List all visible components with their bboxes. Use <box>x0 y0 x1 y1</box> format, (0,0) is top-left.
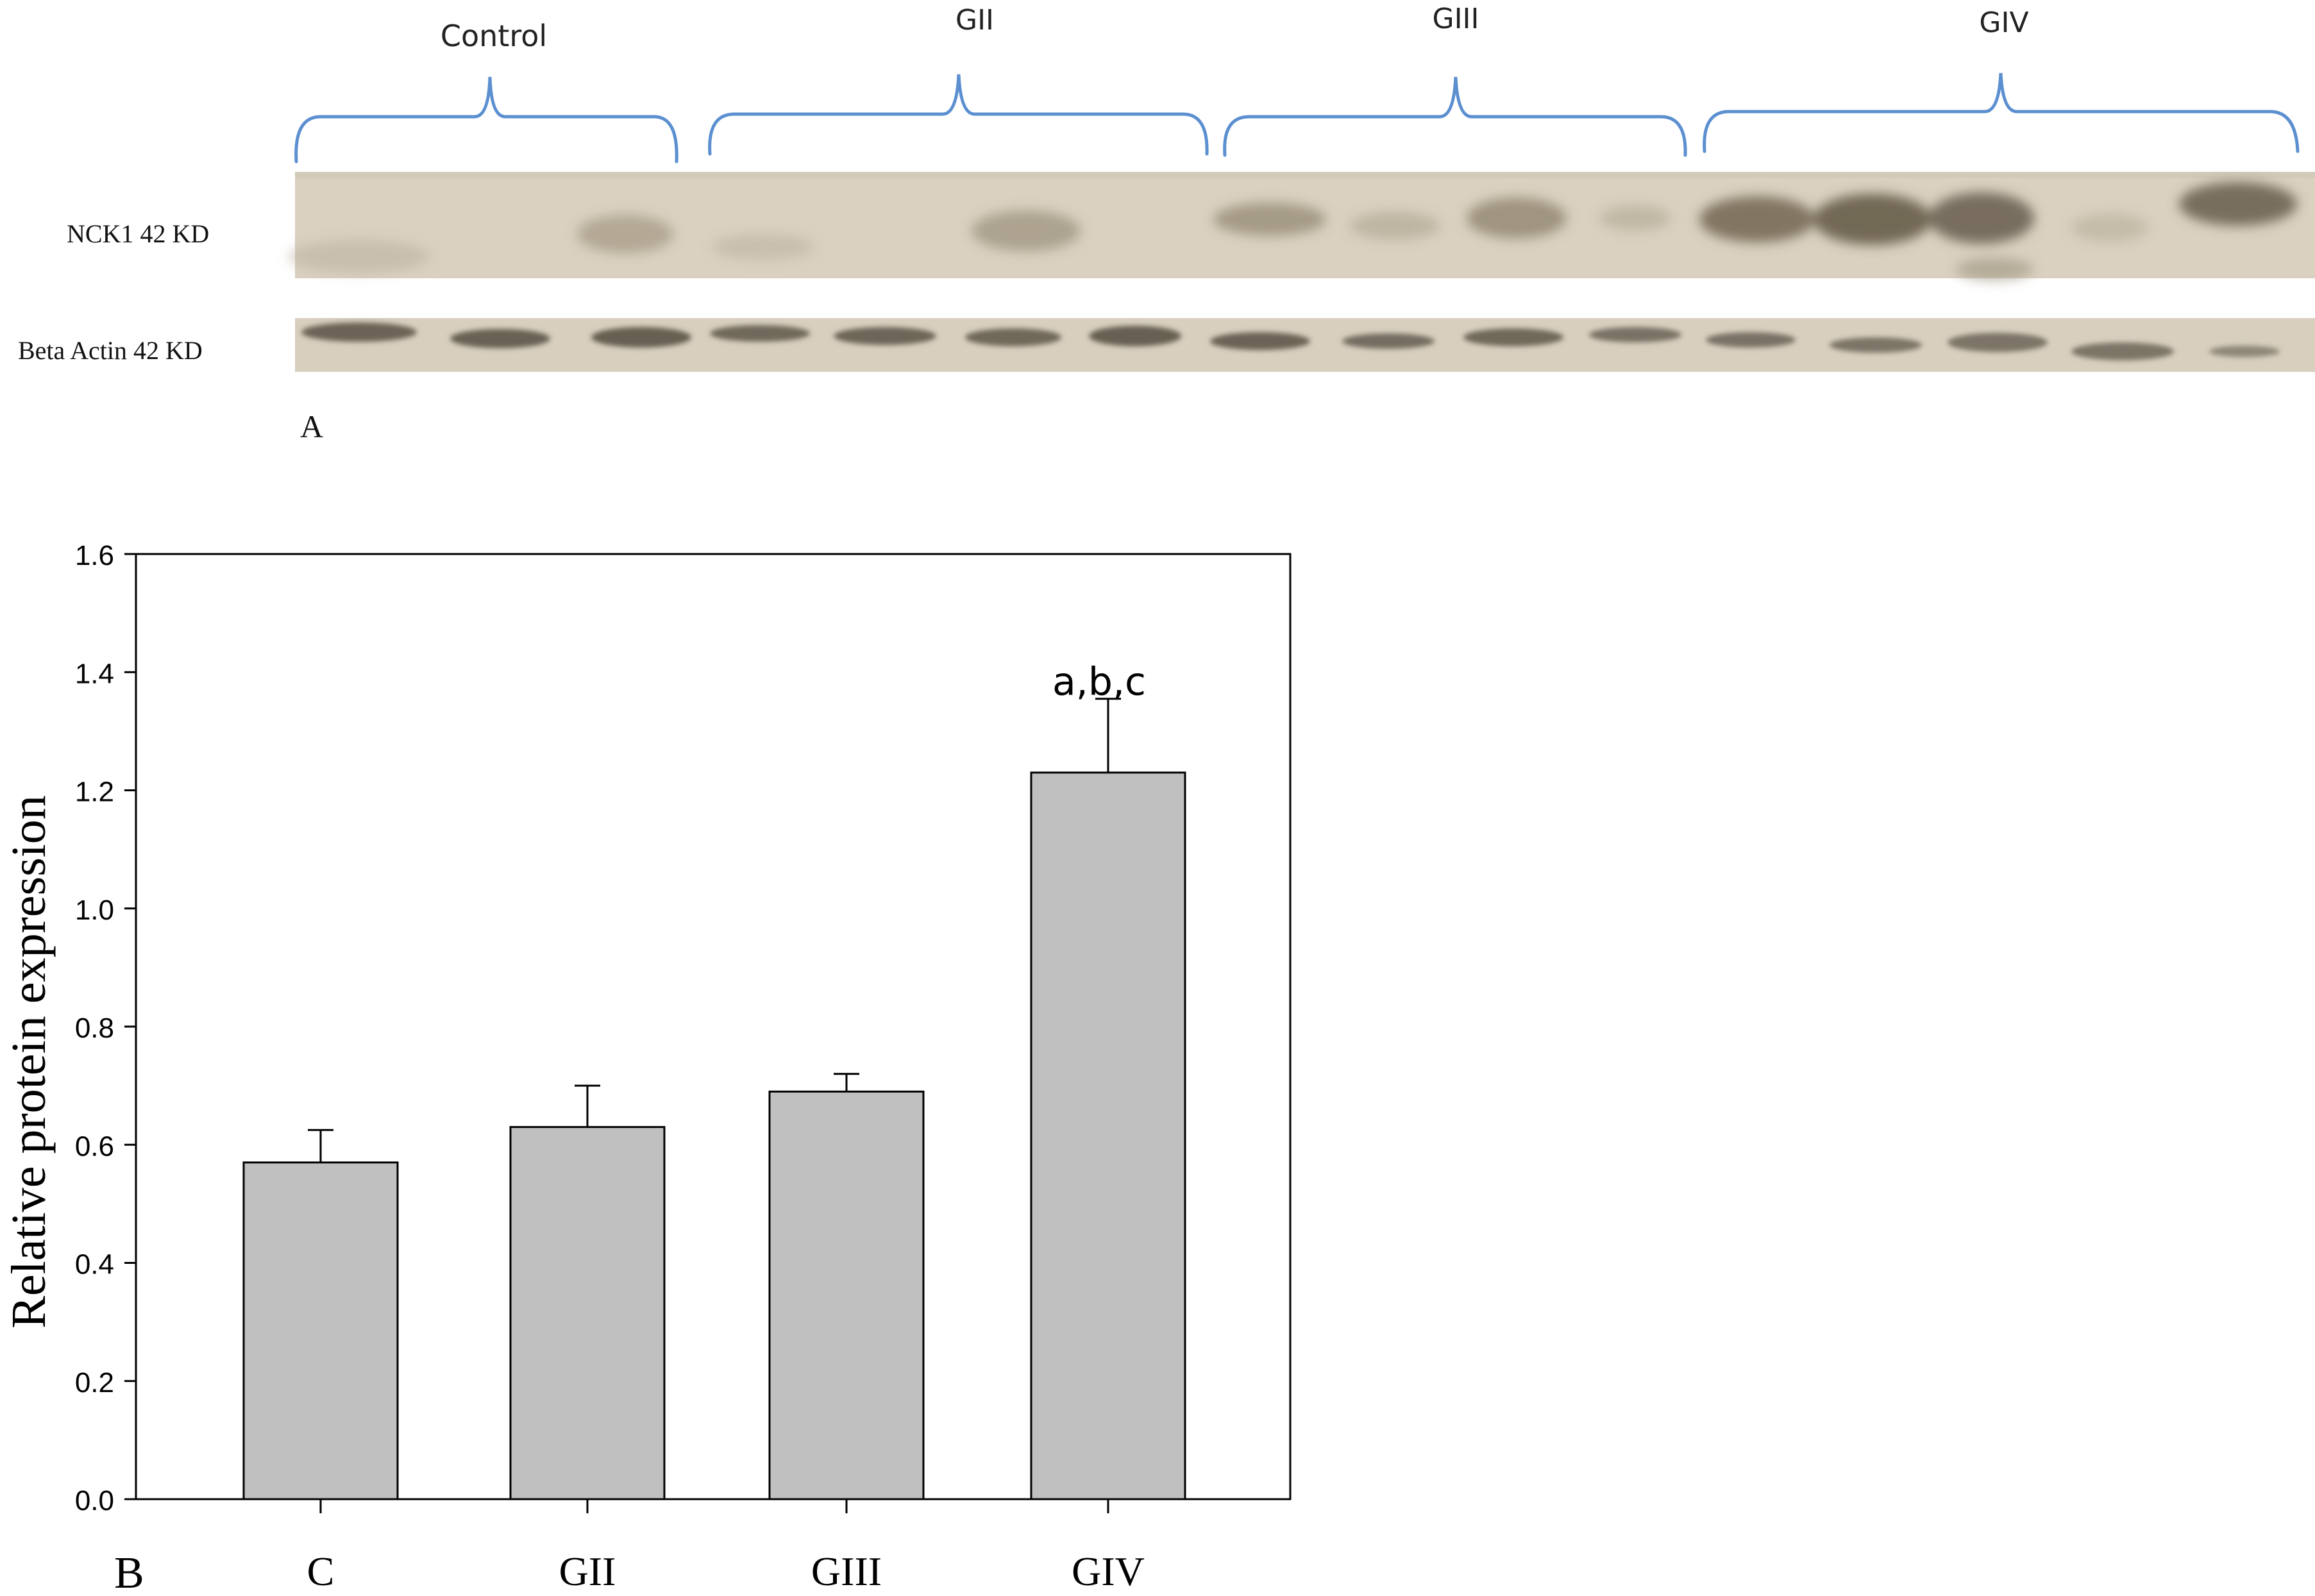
nck1-band <box>1929 192 2034 244</box>
x-axis: C GII GIII GIV <box>307 1499 1145 1594</box>
x-tick-label: GIV <box>1072 1549 1145 1594</box>
actin-band <box>1342 333 1435 349</box>
panel-label-b: B <box>114 1549 144 1596</box>
bar-c <box>242 1161 399 1500</box>
y-tick-label: 0.8 <box>75 1012 114 1044</box>
actin-band <box>1089 326 1181 346</box>
panel-label-a: A <box>300 408 323 444</box>
nck1-band <box>1956 258 2033 281</box>
y-axis-label: Relative protein expression <box>2 795 56 1329</box>
y-tick-label: 0.6 <box>75 1130 114 1162</box>
nck1-band <box>1699 196 1815 242</box>
actin-band <box>1463 328 1563 346</box>
y-axis: 0.0 0.2 0.4 0.6 0.8 1.0 1.2 1.4 1.6 <box>75 540 136 1516</box>
nck1-band <box>1213 203 1326 236</box>
row-label-nck1: NCK1 42 KD <box>67 219 209 248</box>
y-tick-label: 0.0 <box>75 1485 114 1516</box>
bar-chart: 0.00.20.40.60.81.01.21.41.6 C GII GIII GIV … <box>2 540 1292 1596</box>
bar-giv <box>1030 771 1186 1500</box>
actin-band <box>2209 346 2280 357</box>
bracket-control <box>294 76 678 164</box>
nck1-band <box>289 240 430 273</box>
western-blot-panel: Control GII GIII GIV NCK1 42 KD Beta Act… <box>18 3 2315 444</box>
nck1-band <box>972 210 1081 251</box>
actin-band <box>1210 332 1310 350</box>
x-tick-label: GIII <box>811 1549 882 1594</box>
y-tick-label: 1.6 <box>75 540 114 571</box>
nck1-band <box>2179 182 2297 226</box>
beta-actin-blot <box>295 318 2315 372</box>
nck1-band <box>577 215 673 253</box>
actin-band <box>965 328 1061 346</box>
bracket-giii <box>1223 76 1687 157</box>
actin-band <box>1830 337 1922 353</box>
nck1-band <box>1467 197 1567 239</box>
group-label-gii: GII <box>955 4 994 37</box>
nck1-band <box>712 234 814 260</box>
group-brackets <box>294 72 2300 164</box>
actin-band <box>1589 327 1681 342</box>
actin-band <box>1706 332 1796 348</box>
group-label-control: Control <box>441 19 547 53</box>
bar-giii <box>768 1090 925 1500</box>
significance-annotation: a,b,c <box>1052 660 1146 705</box>
bracket-gii <box>708 74 1209 156</box>
actin-band <box>834 327 936 345</box>
x-tick-label: C <box>307 1549 335 1594</box>
actin-band <box>1948 333 2048 352</box>
y-tick-label: 1.0 <box>75 895 114 926</box>
actin-band <box>710 325 810 342</box>
bracket-giv <box>1703 72 2300 153</box>
group-label-giii: GIII <box>1432 3 1479 35</box>
y-tick-label: 1.2 <box>75 777 114 808</box>
actin-band <box>591 327 691 348</box>
nck1-band <box>2071 214 2148 242</box>
actin-band <box>2071 342 2174 360</box>
actin-band <box>301 323 417 342</box>
bars-layer: a,b,c <box>242 660 1186 1500</box>
group-label-giv: GIV <box>1979 6 2028 39</box>
nck1-band <box>1814 194 1932 245</box>
nck1-blot <box>289 172 2315 281</box>
x-tick-label: GII <box>559 1549 616 1594</box>
actin-band <box>450 329 550 348</box>
row-label-beta-actin: Beta Actin 42 KD <box>18 336 203 365</box>
y-tick-label: 0.4 <box>75 1249 114 1281</box>
y-tick-label: 1.4 <box>75 658 114 689</box>
y-tick-label: 0.2 <box>75 1367 114 1399</box>
nck1-band <box>1600 205 1671 231</box>
nck1-band <box>1350 212 1440 240</box>
bar-gii <box>509 1126 666 1500</box>
